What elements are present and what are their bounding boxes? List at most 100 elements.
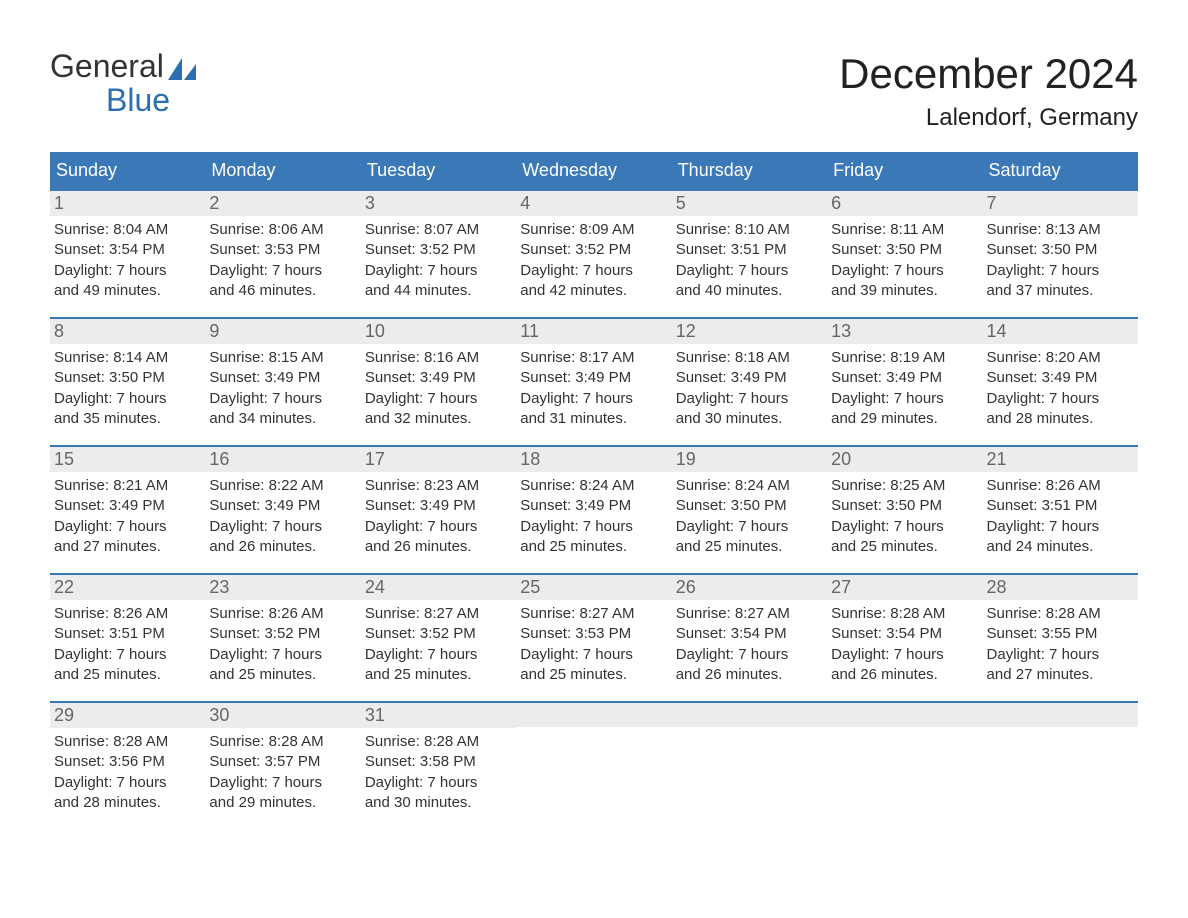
day-cell: 30Sunrise: 8:28 AMSunset: 3:57 PMDayligh… <box>205 703 360 829</box>
day-number: 19 <box>672 447 827 472</box>
day-number: 30 <box>205 703 360 728</box>
daylight-line-2: and 27 minutes. <box>54 537 201 557</box>
day-details: Sunrise: 8:26 AMSunset: 3:51 PMDaylight:… <box>983 472 1138 567</box>
day-details: Sunrise: 8:07 AMSunset: 3:52 PMDaylight:… <box>361 216 516 311</box>
daylight-line-1: Daylight: 7 hours <box>54 773 201 793</box>
title-block: December 2024 Lalendorf, Germany <box>839 50 1138 132</box>
day-cell: 21Sunrise: 8:26 AMSunset: 3:51 PMDayligh… <box>983 447 1138 573</box>
day-cell: 29Sunrise: 8:28 AMSunset: 3:56 PMDayligh… <box>50 703 205 829</box>
sunrise-line: Sunrise: 8:27 AM <box>520 604 667 624</box>
day-number: 28 <box>983 575 1138 600</box>
day-cell: 1Sunrise: 8:04 AMSunset: 3:54 PMDaylight… <box>50 191 205 317</box>
day-cell: 27Sunrise: 8:28 AMSunset: 3:54 PMDayligh… <box>827 575 982 701</box>
day-number: 15 <box>50 447 205 472</box>
week-row: 15Sunrise: 8:21 AMSunset: 3:49 PMDayligh… <box>50 445 1138 573</box>
weekday-sunday: Sunday <box>50 152 205 189</box>
sunrise-line: Sunrise: 8:15 AM <box>209 348 356 368</box>
day-number: 17 <box>361 447 516 472</box>
day-cell: 13Sunrise: 8:19 AMSunset: 3:49 PMDayligh… <box>827 319 982 445</box>
empty-day-band <box>983 703 1138 727</box>
daylight-line-1: Daylight: 7 hours <box>365 645 512 665</box>
weekday-friday: Friday <box>827 152 982 189</box>
sunset-line: Sunset: 3:49 PM <box>520 496 667 516</box>
sunset-line: Sunset: 3:49 PM <box>831 368 978 388</box>
day-number: 5 <box>672 191 827 216</box>
day-cell: 28Sunrise: 8:28 AMSunset: 3:55 PMDayligh… <box>983 575 1138 701</box>
sunrise-line: Sunrise: 8:09 AM <box>520 220 667 240</box>
daylight-line-1: Daylight: 7 hours <box>209 645 356 665</box>
brand-word1-row: General <box>50 50 196 84</box>
day-cell <box>983 703 1138 829</box>
day-cell: 8Sunrise: 8:14 AMSunset: 3:50 PMDaylight… <box>50 319 205 445</box>
daylight-line-2: and 44 minutes. <box>365 281 512 301</box>
day-cell: 22Sunrise: 8:26 AMSunset: 3:51 PMDayligh… <box>50 575 205 701</box>
day-details: Sunrise: 8:22 AMSunset: 3:49 PMDaylight:… <box>205 472 360 567</box>
day-number: 29 <box>50 703 205 728</box>
daylight-line-1: Daylight: 7 hours <box>987 645 1134 665</box>
day-cell: 17Sunrise: 8:23 AMSunset: 3:49 PMDayligh… <box>361 447 516 573</box>
daylight-line-1: Daylight: 7 hours <box>54 389 201 409</box>
daylight-line-2: and 26 minutes. <box>209 537 356 557</box>
daylight-line-2: and 25 minutes. <box>365 665 512 685</box>
sunset-line: Sunset: 3:49 PM <box>520 368 667 388</box>
daylight-line-1: Daylight: 7 hours <box>987 389 1134 409</box>
month-title: December 2024 <box>839 50 1138 98</box>
sunrise-line: Sunrise: 8:11 AM <box>831 220 978 240</box>
day-cell: 16Sunrise: 8:22 AMSunset: 3:49 PMDayligh… <box>205 447 360 573</box>
daylight-line-1: Daylight: 7 hours <box>54 645 201 665</box>
day-cell: 11Sunrise: 8:17 AMSunset: 3:49 PMDayligh… <box>516 319 671 445</box>
day-number: 21 <box>983 447 1138 472</box>
daylight-line-1: Daylight: 7 hours <box>520 389 667 409</box>
sunset-line: Sunset: 3:50 PM <box>831 496 978 516</box>
day-details: Sunrise: 8:27 AMSunset: 3:53 PMDaylight:… <box>516 600 671 695</box>
sunrise-line: Sunrise: 8:22 AM <box>209 476 356 496</box>
empty-day-band <box>827 703 982 727</box>
day-details: Sunrise: 8:27 AMSunset: 3:52 PMDaylight:… <box>361 600 516 695</box>
sunset-line: Sunset: 3:49 PM <box>365 368 512 388</box>
day-number: 31 <box>361 703 516 728</box>
daylight-line-2: and 26 minutes. <box>831 665 978 685</box>
sunrise-line: Sunrise: 8:20 AM <box>987 348 1134 368</box>
sunrise-line: Sunrise: 8:27 AM <box>365 604 512 624</box>
sunset-line: Sunset: 3:52 PM <box>209 624 356 644</box>
day-details: Sunrise: 8:19 AMSunset: 3:49 PMDaylight:… <box>827 344 982 439</box>
day-details: Sunrise: 8:25 AMSunset: 3:50 PMDaylight:… <box>827 472 982 567</box>
day-number: 25 <box>516 575 671 600</box>
sunrise-line: Sunrise: 8:24 AM <box>520 476 667 496</box>
weekday-monday: Monday <box>205 152 360 189</box>
daylight-line-2: and 29 minutes. <box>209 793 356 813</box>
sunrise-line: Sunrise: 8:14 AM <box>54 348 201 368</box>
day-cell: 18Sunrise: 8:24 AMSunset: 3:49 PMDayligh… <box>516 447 671 573</box>
daylight-line-2: and 30 minutes. <box>676 409 823 429</box>
day-number: 2 <box>205 191 360 216</box>
day-number: 12 <box>672 319 827 344</box>
sunrise-line: Sunrise: 8:17 AM <box>520 348 667 368</box>
sunset-line: Sunset: 3:55 PM <box>987 624 1134 644</box>
daylight-line-1: Daylight: 7 hours <box>209 261 356 281</box>
day-details: Sunrise: 8:28 AMSunset: 3:56 PMDaylight:… <box>50 728 205 823</box>
day-cell: 4Sunrise: 8:09 AMSunset: 3:52 PMDaylight… <box>516 191 671 317</box>
day-cell: 10Sunrise: 8:16 AMSunset: 3:49 PMDayligh… <box>361 319 516 445</box>
day-cell: 7Sunrise: 8:13 AMSunset: 3:50 PMDaylight… <box>983 191 1138 317</box>
header: General Blue December 2024 Lalendorf, Ge… <box>50 50 1138 132</box>
day-details: Sunrise: 8:10 AMSunset: 3:51 PMDaylight:… <box>672 216 827 311</box>
sunrise-line: Sunrise: 8:28 AM <box>365 732 512 752</box>
day-cell: 26Sunrise: 8:27 AMSunset: 3:54 PMDayligh… <box>672 575 827 701</box>
sunset-line: Sunset: 3:50 PM <box>54 368 201 388</box>
day-number: 14 <box>983 319 1138 344</box>
location: Lalendorf, Germany <box>839 104 1138 132</box>
daylight-line-2: and 25 minutes. <box>831 537 978 557</box>
daylight-line-2: and 49 minutes. <box>54 281 201 301</box>
weekday-wednesday: Wednesday <box>516 152 671 189</box>
day-details: Sunrise: 8:18 AMSunset: 3:49 PMDaylight:… <box>672 344 827 439</box>
daylight-line-1: Daylight: 7 hours <box>831 389 978 409</box>
daylight-line-1: Daylight: 7 hours <box>209 389 356 409</box>
brand-word2: Blue <box>50 84 196 118</box>
daylight-line-2: and 25 minutes. <box>520 665 667 685</box>
sunset-line: Sunset: 3:49 PM <box>365 496 512 516</box>
day-number: 9 <box>205 319 360 344</box>
day-details: Sunrise: 8:09 AMSunset: 3:52 PMDaylight:… <box>516 216 671 311</box>
daylight-line-2: and 24 minutes. <box>987 537 1134 557</box>
sunrise-line: Sunrise: 8:16 AM <box>365 348 512 368</box>
weekday-thursday: Thursday <box>672 152 827 189</box>
